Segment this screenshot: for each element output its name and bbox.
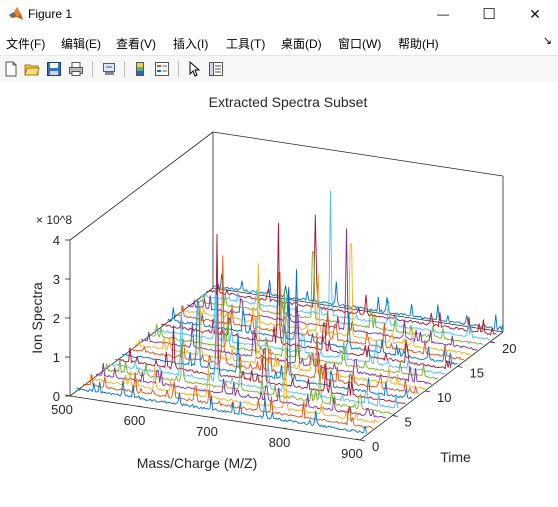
minimize-button[interactable]: —	[420, 0, 466, 28]
menu-tools[interactable]: 工具(T)	[226, 37, 266, 51]
menu-bar: 文件(F) 编辑(E) 查看(V) 插入(I) 工具(T) 桌面(D) 窗口(W…	[0, 31, 558, 53]
open-file-button[interactable]	[22, 59, 42, 79]
y-tick	[457, 365, 463, 368]
x-tick	[283, 427, 288, 430]
close-button[interactable]: ✕	[512, 0, 558, 28]
x-tick-label: 700	[196, 424, 218, 439]
toolbar-separator	[178, 61, 179, 77]
open-file-icon	[24, 64, 40, 76]
print-icon	[69, 62, 83, 76]
series-line-t16	[173, 271, 465, 361]
colorbar-button[interactable]	[130, 59, 150, 79]
y-axis-line	[359, 331, 504, 441]
matlab-logo-icon	[9, 7, 23, 20]
y-tick	[489, 341, 496, 344]
z-tick-label: 1	[53, 350, 60, 365]
x-tick-label: 900	[341, 446, 363, 461]
x-tick-label: 800	[269, 435, 291, 450]
link-plot-button[interactable]	[99, 59, 119, 79]
print-button[interactable]	[66, 59, 86, 79]
series-line-t4	[95, 362, 387, 419]
series-layer	[76, 190, 504, 434]
legend-button[interactable]	[152, 59, 172, 79]
menu-overflow-icon[interactable]: ↘	[542, 35, 552, 47]
series-line-t18	[186, 228, 478, 351]
y-tick	[424, 390, 431, 393]
z-tick-label: 3	[53, 272, 60, 287]
x-tick-label: 500	[51, 402, 73, 417]
menu-file[interactable]: 文件(F)	[6, 37, 46, 51]
z-tick-label: 2	[53, 311, 60, 326]
pointer-button[interactable]	[184, 59, 204, 79]
series-line-t21	[206, 214, 497, 336]
menu-edit[interactable]: 编辑(E)	[61, 37, 101, 51]
x-tick-label: 600	[124, 413, 146, 428]
box-edge	[69, 131, 214, 241]
box-edge	[212, 131, 504, 177]
z-tick-label: 0	[53, 389, 60, 404]
series-line-t1	[76, 380, 367, 434]
new-figure-button[interactable]	[1, 59, 21, 79]
y-tick-label: 10	[437, 390, 451, 405]
save-button[interactable]	[44, 59, 64, 79]
menu-view[interactable]: 查看(V)	[116, 37, 156, 51]
plot-box-back	[69, 131, 504, 397]
maximize-button[interactable]: ☐	[466, 0, 512, 28]
pointer-icon	[189, 61, 201, 77]
property-inspector-icon	[209, 62, 223, 76]
plot-box-front	[65, 239, 504, 442]
z-exponent-label: × 10^8	[36, 213, 72, 227]
y-tick-label: 20	[502, 341, 516, 356]
minimize-icon: —	[437, 7, 449, 21]
y-tick-label: 5	[405, 414, 412, 429]
series-line-t5	[102, 341, 393, 415]
series-line-t6	[108, 294, 400, 409]
window-titlebar: Figure 1 — ☐ ✕	[0, 0, 558, 28]
menu-window[interactable]: 窗口(W)	[338, 37, 382, 51]
toolbar-separator	[92, 61, 93, 77]
y-tick	[359, 439, 366, 442]
axis-labels: 500 600 700 800 900 0 5 10 15 20 0 1 2 3 4 × 10^8 Mass/C…	[29, 213, 516, 471]
property-inspector-button[interactable]	[206, 59, 226, 79]
figure-toolbar	[0, 55, 558, 83]
link-plot-icon	[103, 63, 115, 75]
y-axis-title: Time	[440, 449, 471, 465]
window-title: Figure 1	[28, 7, 73, 21]
x-axis-title: Mass/Charge (M/Z)	[137, 455, 258, 471]
menu-insert[interactable]: 插入(I)	[173, 37, 209, 51]
legend-icon	[155, 62, 169, 76]
series-line-t8	[121, 286, 413, 400]
x-tick	[210, 416, 216, 419]
z-tick-label: 4	[53, 233, 60, 248]
waterfall-plot[interactable]: Extracted Spectra Subset 500600700800900…	[0, 82, 558, 502]
close-icon: ✕	[529, 5, 541, 22]
save-icon	[47, 62, 61, 76]
y-tick-label: 15	[470, 365, 484, 380]
maximize-icon: ☐	[482, 6, 496, 23]
menu-desktop[interactable]: 桌面(D)	[281, 37, 322, 51]
series-line-t7	[115, 233, 406, 404]
z-axis-title: Ion Spectra	[29, 282, 45, 354]
x-tick	[138, 405, 143, 408]
colorbar-icon	[136, 62, 144, 76]
series-line-t9	[128, 255, 419, 395]
figure-canvas[interactable]: Extracted Spectra Subset 500 600 700 800 900…	[0, 82, 558, 502]
x-tick	[355, 438, 361, 441]
series-line-t11	[141, 305, 432, 386]
chart-title: Extracted Spectra Subset	[209, 94, 368, 110]
menu-help[interactable]: 帮助(H)	[398, 37, 439, 51]
new-figure-icon	[5, 61, 17, 77]
series-line-t2	[82, 372, 374, 430]
series-line-t10	[134, 262, 426, 390]
toolbar-separator	[124, 61, 125, 77]
series-line-t3	[89, 350, 380, 425]
y-tick-label: 0	[372, 439, 379, 454]
series-line-t22	[212, 273, 504, 332]
series-line-t14	[160, 222, 452, 370]
y-tick	[392, 415, 398, 417]
